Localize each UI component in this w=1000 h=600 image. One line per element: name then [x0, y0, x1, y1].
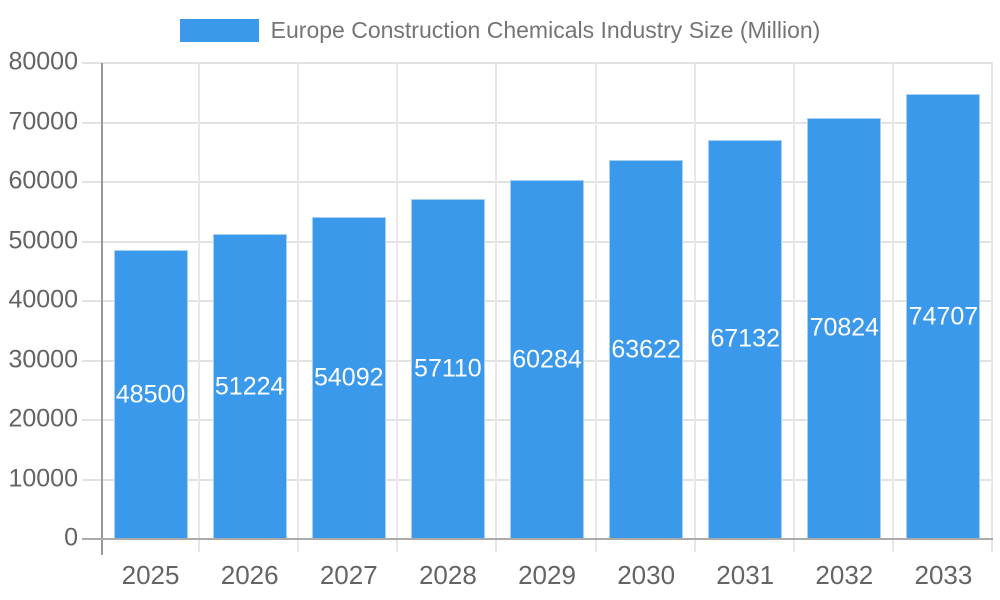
bar-value-label: 48500 [115, 380, 186, 409]
bar-value-label: 60284 [512, 345, 582, 374]
y-axis-label: 10000 [8, 463, 78, 492]
legend: Europe Construction Chemicals Industry S… [0, 17, 1000, 44]
bar-value-label: 51224 [214, 372, 285, 401]
x-axis-label: 2031 [716, 560, 775, 590]
bar-value-label: 70824 [809, 313, 880, 342]
y-gridline [82, 62, 993, 64]
bar-2028[interactable] [410, 199, 485, 539]
x-axis-label: 2028 [418, 560, 477, 590]
bar-2029[interactable] [510, 180, 584, 539]
bar-value-label: 74707 [908, 302, 979, 331]
bar-2030[interactable] [609, 160, 684, 539]
y-axis-label: 0 [64, 523, 78, 552]
bar-2031[interactable] [708, 139, 783, 539]
bar-2026[interactable] [212, 234, 287, 539]
x-gridline [891, 63, 894, 552]
x-gridline [198, 63, 201, 552]
bar-value-label: 67132 [710, 324, 780, 353]
x-axis-label: 2026 [220, 560, 279, 590]
x-axis-label: 2030 [617, 560, 676, 590]
x-axis-label: 2027 [319, 560, 378, 590]
bar-2025[interactable] [113, 250, 188, 539]
y-axis-label: 60000 [8, 166, 78, 195]
y-axis-label: 40000 [8, 285, 78, 314]
x-axis-baseline [82, 538, 993, 540]
y-axis-label: 80000 [8, 47, 78, 76]
x-axis-label: 2032 [815, 560, 874, 590]
y-axis-label: 20000 [8, 404, 78, 433]
legend-label: Europe Construction Chemicals Industry S… [270, 17, 821, 43]
legend-swatch [179, 19, 259, 42]
y-axis-label: 30000 [8, 344, 78, 373]
x-gridline [495, 63, 498, 552]
bar-2027[interactable] [311, 217, 386, 539]
y-axis-label: 70000 [8, 106, 78, 135]
x-gridline [594, 63, 597, 552]
x-gridline [297, 63, 300, 552]
x-axis-label: 2025 [121, 560, 180, 590]
bar-2033[interactable] [906, 94, 981, 539]
y-gridline [82, 121, 993, 124]
bar-value-label: 54092 [314, 363, 384, 392]
bar-value-label: 57110 [414, 354, 482, 383]
bar-value-label: 63622 [611, 335, 681, 364]
x-gridline [396, 63, 399, 552]
y-axis-line [101, 63, 103, 555]
plot-area: 0 10000 20000 30000 40000 50000 60000 70000 8000… [8, 47, 993, 590]
x-gridline [693, 63, 696, 552]
bar-2032[interactable] [807, 117, 882, 539]
y-axis-label: 50000 [8, 225, 78, 254]
x-axis-label: 2033 [914, 560, 973, 590]
x-axis-label: 2029 [518, 560, 576, 590]
x-gridline [991, 63, 993, 552]
x-gridline [792, 63, 795, 552]
